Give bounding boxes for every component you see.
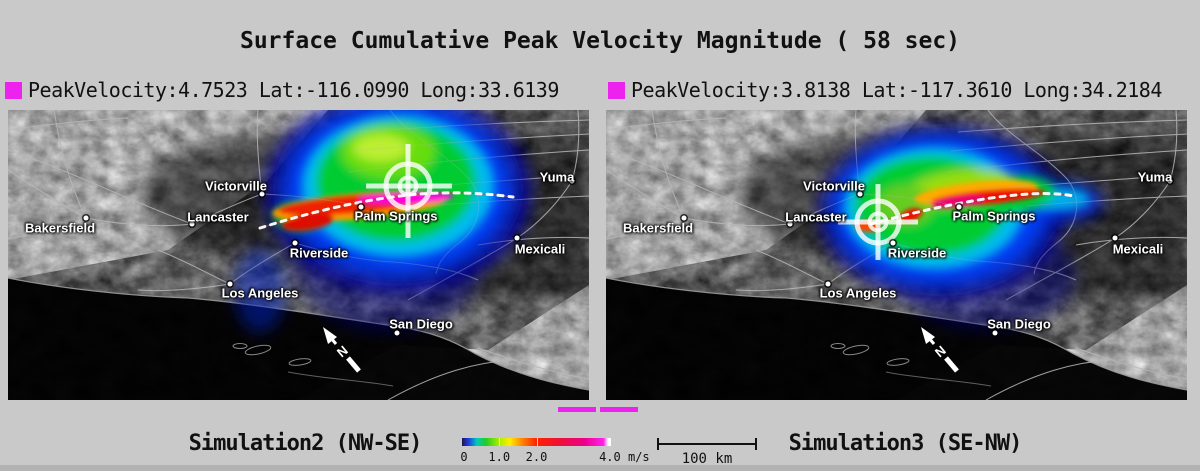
map-canvas: N: [8, 110, 589, 400]
colorbar-tick-2: [536, 438, 538, 446]
scale-bar: 100 km: [657, 437, 757, 467]
legend-right: PeakVelocity:3.8138 Lat:-117.3610 Long:3…: [608, 78, 1162, 102]
colorbar-label-1: 1.0: [488, 450, 511, 464]
map-simulation2[interactable]: N Bakersfield Victorville Lancaster Palm Sp…: [8, 110, 589, 400]
fault-segment-dash-1: [558, 407, 596, 412]
map-simulation3[interactable]: N Bakersfield Victorville Lancaster Palm Sp…: [606, 110, 1187, 400]
peak-velocity-readout-right: PeakVelocity:3.8138 Lat:-117.3610 Long:3…: [631, 78, 1162, 102]
rupture-dotted-line: [869, 192, 1076, 226]
peak-marker-swatch: [5, 81, 22, 99]
colorbar-label-2: 2.0: [525, 450, 548, 464]
window-bottom-strip: [0, 465, 1200, 471]
simulation2-label: Simulation2 (NW-SE): [188, 431, 423, 456]
colorbar-label-0: 0: [460, 450, 468, 464]
colorbar-tick-1: [499, 438, 501, 446]
epicenter-crosshair: [366, 144, 452, 238]
scale-bar-tick-right: [755, 438, 757, 450]
peak-marker-swatch: [608, 81, 625, 99]
peak-velocity-readout-left: PeakVelocity:4.7523 Lat:-116.0990 Long:3…: [28, 78, 559, 102]
scale-bar-tick-left: [657, 438, 659, 450]
legend-left: PeakVelocity:4.7523 Lat:-116.0990 Long:3…: [5, 78, 559, 102]
colorbar-label-3: 4.0 m/s: [599, 450, 650, 464]
simulation3-label: Simulation3 (SE-NW): [788, 431, 1023, 456]
map-canvas: N: [606, 110, 1187, 400]
epicenter-crosshair: [838, 184, 918, 260]
scale-bar-label: 100 km: [681, 451, 733, 467]
scale-bar-line: [657, 443, 757, 445]
page-title: Surface Cumulative Peak Velocity Magnitu…: [239, 28, 961, 54]
fault-segment-dash-2: [600, 407, 638, 412]
velocity-colorbar: 0 1.0 2.0 4.0 m/s: [460, 438, 650, 468]
rupture-dotted-line: [258, 191, 515, 230]
